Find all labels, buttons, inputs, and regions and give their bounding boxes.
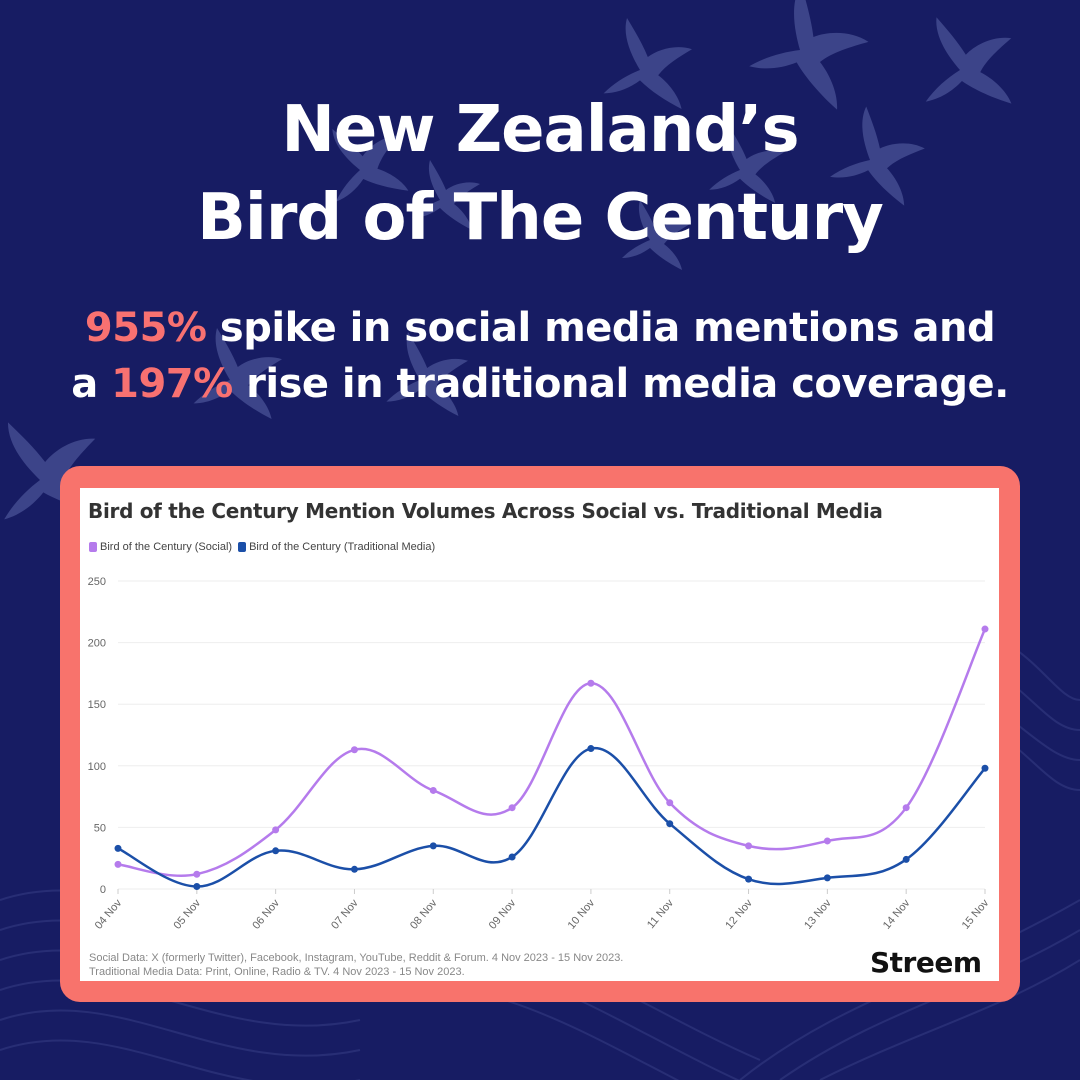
y-tick-label: 50 [94, 822, 106, 834]
x-tick-label: 15 Nov [960, 897, 992, 932]
social-data-point [745, 842, 753, 850]
traditional-series-line [117, 747, 986, 888]
legend-swatch-social [89, 542, 97, 552]
social-data-point [193, 870, 201, 878]
social-data-point [272, 826, 280, 834]
social-data-point [981, 625, 989, 633]
y-tick-label: 0 [100, 884, 106, 896]
chart-legend: Bird of the Century (Social) Bird of the… [89, 541, 435, 553]
social-data-point [114, 860, 122, 868]
source-note-line-1: Social Data: X (formerly Twitter), Faceb… [89, 952, 624, 964]
y-tick-label: 100 [88, 761, 106, 773]
x-tick-label: 05 Nov [172, 897, 204, 932]
traditional-data-point [114, 844, 122, 852]
headline-line-2: Bird of The Century [197, 181, 884, 255]
x-tick-label: 09 Nov [487, 897, 519, 932]
y-tick-label: 200 [88, 638, 106, 650]
streem-logo: Streem [870, 946, 982, 979]
source-note: Social Data: X (formerly Twitter), Faceb… [89, 951, 623, 979]
traditional-data-point [508, 853, 516, 861]
headline-line-1: New Zealand’s [281, 93, 799, 167]
traditional-data-point [350, 865, 358, 873]
legend-swatch-traditional [238, 542, 247, 552]
x-tick-label: 08 Nov [408, 897, 440, 932]
x-tick-label: 04 Nov [93, 897, 125, 932]
traditional-data-point [981, 764, 989, 772]
x-tick-label: 12 Nov [723, 897, 755, 932]
chart-panel [80, 488, 999, 981]
social-data-point [902, 804, 910, 812]
x-tick-label: 06 Nov [250, 897, 282, 932]
social-data-point [823, 837, 831, 845]
legend-item-social[interactable]: Bird of the Century (Social) [89, 541, 232, 553]
headline: New Zealand’s Bird of The Century [0, 86, 1080, 262]
social-data-point [508, 804, 516, 812]
social-stat: 955% [84, 305, 207, 351]
traditional-data-point [272, 847, 280, 855]
x-tick-label: 10 Nov [566, 897, 598, 932]
x-tick-label: 07 Nov [329, 897, 361, 932]
subheadline-line-2: a 197% rise in traditional media coverag… [0, 356, 1080, 412]
traditional-data-point [745, 875, 753, 883]
social-data-point [666, 799, 674, 807]
legend-label-social: Bird of the Century (Social) [100, 541, 233, 553]
subheadline-text-2-pre: a [71, 361, 112, 407]
social-data-point [350, 746, 358, 754]
legend-item-traditional[interactable]: Bird of the Century (Traditional Media) [238, 541, 435, 553]
social-data-point [587, 679, 595, 687]
subheadline: 955% spike in social media mentions and … [0, 300, 1080, 412]
traditional-data-point [666, 820, 674, 828]
y-tick-label: 150 [88, 699, 106, 711]
traditional-data-point [902, 855, 910, 863]
legend-label-traditional: Bird of the Century (Traditional Media) [249, 541, 436, 553]
x-tick-label: 14 Nov [881, 897, 913, 932]
traditional-data-point [429, 842, 437, 850]
traditional-data-point [823, 874, 831, 882]
traditional-data-point [587, 745, 595, 753]
traditional-stat: 197% [111, 361, 233, 407]
social-data-point [429, 786, 437, 794]
source-note-line-2: Traditional Media Data: Print, Online, R… [89, 966, 465, 978]
social-series-line [117, 628, 987, 877]
subheadline-line-1: 955% spike in social media mentions and [0, 300, 1080, 356]
subheadline-text-2-post: rise in traditional media coverage. [232, 361, 1009, 407]
chart-title: Bird of the Century Mention Volumes Acro… [88, 499, 883, 523]
traditional-data-point [193, 883, 201, 891]
x-tick-label: 11 Nov [645, 897, 676, 931]
x-tick-label: 13 Nov [802, 897, 834, 932]
subheadline-text-1: spike in social media mentions and [206, 305, 996, 351]
y-tick-label: 250 [88, 576, 106, 588]
